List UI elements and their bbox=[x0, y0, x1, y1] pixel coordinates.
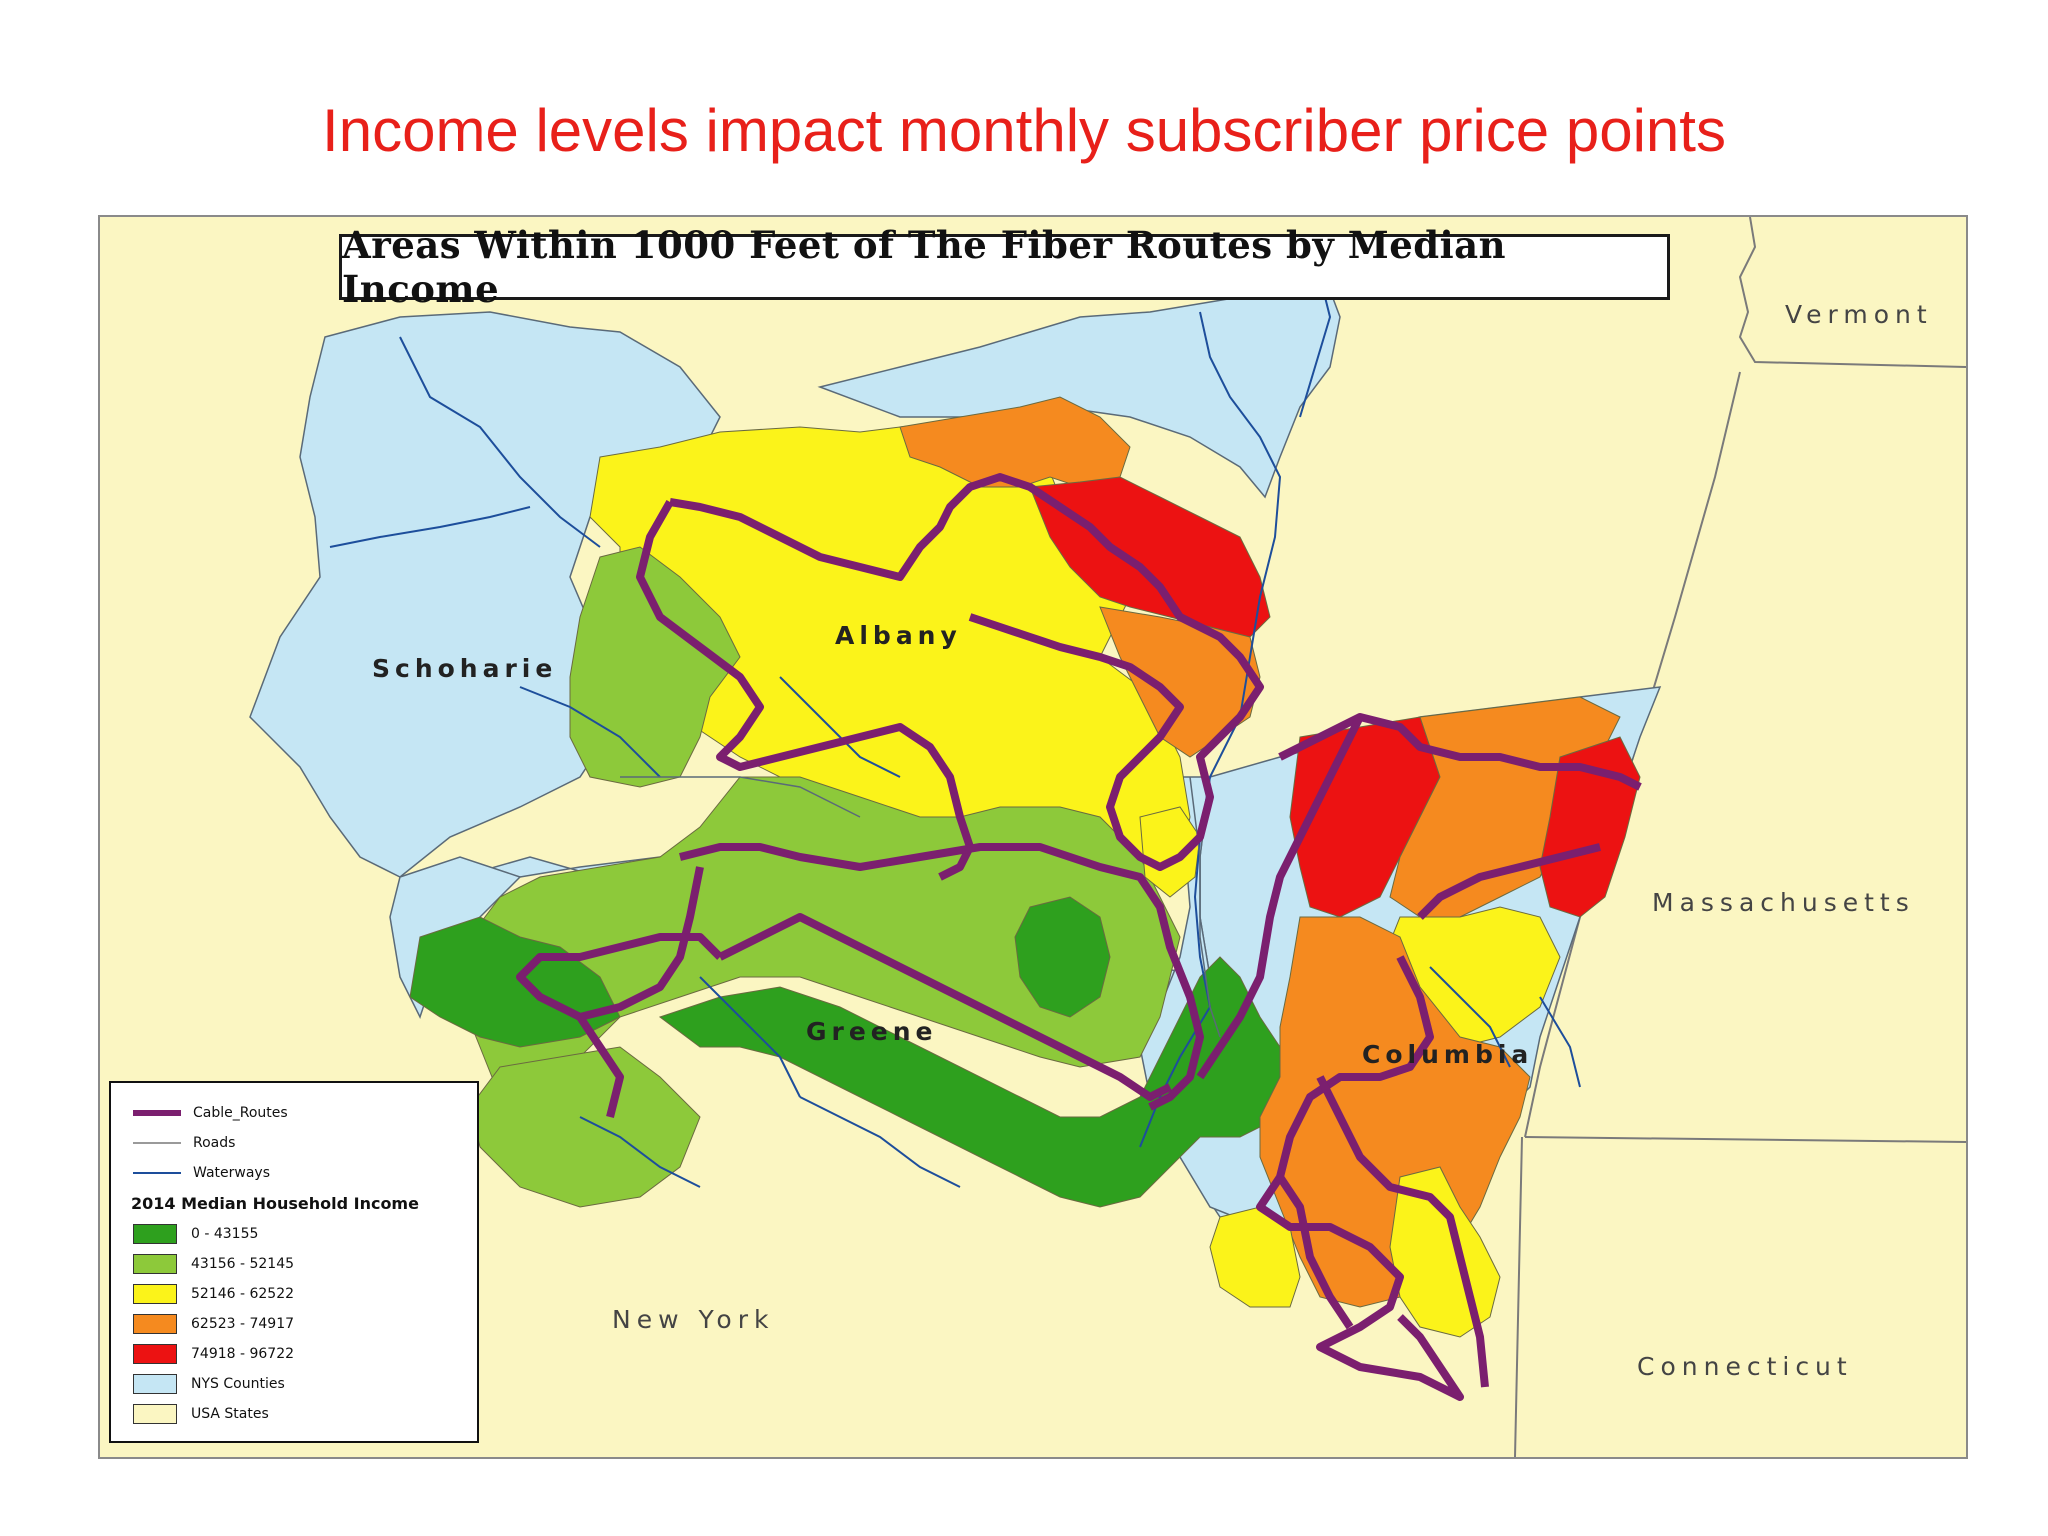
state-label-connecticut: Connecticut bbox=[1637, 1352, 1853, 1381]
cable-route bbox=[1256, 955, 1464, 1401]
legend-income-class: 43156 - 52145 bbox=[133, 1254, 294, 1274]
legend-income-class: 62523 - 74917 bbox=[133, 1314, 294, 1334]
map-title: Areas Within 1000 Feet of The Fiber Rout… bbox=[339, 223, 1670, 311]
income-map: Areas Within 1000 Feet of The Fiber Rout… bbox=[98, 215, 1968, 1459]
legend-label: Cable_Routes bbox=[193, 1105, 288, 1121]
state-label-vermont: Vermont bbox=[1785, 300, 1933, 329]
income-area bbox=[1029, 476, 1271, 638]
county-label-columbia: Columbia bbox=[1362, 1040, 1534, 1069]
waterway-swatch bbox=[133, 1172, 181, 1174]
legend-nys-counties: NYS Counties bbox=[133, 1374, 285, 1394]
nys-counties-swatch bbox=[133, 1374, 177, 1394]
county-label-greene: Greene bbox=[806, 1017, 938, 1046]
ct-ny-border bbox=[1514, 1136, 1523, 1457]
legend-label: 74918 - 96722 bbox=[191, 1346, 295, 1362]
road-swatch bbox=[133, 1142, 181, 1144]
legend-heading: 2014 Median Household Income bbox=[131, 1194, 419, 1213]
county-lines bbox=[620, 776, 1221, 1038]
legend-label: 62523 - 74917 bbox=[191, 1316, 295, 1332]
cable-route bbox=[679, 843, 1204, 1111]
cable-route bbox=[516, 866, 723, 1021]
cable-route bbox=[576, 1014, 624, 1118]
income-area bbox=[1539, 736, 1641, 918]
vermont-border bbox=[1738, 217, 1966, 368]
legend-label: 52146 - 62522 bbox=[191, 1286, 295, 1302]
legend-income-class: 74918 - 96722 bbox=[133, 1344, 294, 1364]
cable-route bbox=[636, 500, 974, 881]
county-label-albany: Albany bbox=[835, 621, 962, 650]
slide-title: Income levels impact monthly subscriber … bbox=[322, 97, 1726, 164]
cable-routes bbox=[516, 473, 1642, 1401]
legend-label: USA States bbox=[191, 1406, 269, 1422]
income-class-swatch bbox=[133, 1284, 177, 1304]
ct-border bbox=[1524, 1136, 1966, 1143]
income-area bbox=[1014, 896, 1111, 1018]
legend-waterways: Waterways bbox=[133, 1163, 270, 1183]
income-area bbox=[469, 1046, 701, 1208]
county-label-schoharie: Schoharie bbox=[372, 654, 558, 683]
cable-route bbox=[1278, 713, 1642, 791]
income-class-swatch bbox=[133, 1314, 177, 1334]
legend-income-class: 52146 - 62522 bbox=[133, 1284, 294, 1304]
state-label-new-york: New York bbox=[612, 1305, 775, 1334]
income-class-swatch bbox=[133, 1224, 177, 1244]
legend-cable-routes: Cable_Routes bbox=[133, 1103, 288, 1123]
legend-usa-states: USA States bbox=[133, 1404, 269, 1424]
legend-label: NYS Counties bbox=[191, 1376, 285, 1392]
state-label-massachusetts: Massachusetts bbox=[1652, 888, 1915, 917]
legend-label: 0 - 43155 bbox=[191, 1226, 259, 1242]
usa-states-swatch bbox=[133, 1404, 177, 1424]
legend-label: Roads bbox=[193, 1135, 236, 1151]
cable-route bbox=[1276, 1174, 1354, 1330]
income-area bbox=[1139, 806, 1201, 898]
cable-route bbox=[1316, 1075, 1489, 1388]
map-canvas bbox=[249, 217, 1966, 1457]
map-legend: Cable_Routes Roads Waterways 2014 Median… bbox=[109, 1081, 479, 1443]
cable-route bbox=[1417, 843, 1601, 920]
legend-income-class: 0 - 43155 bbox=[133, 1224, 258, 1244]
income-class-swatch bbox=[133, 1344, 177, 1364]
cable-route bbox=[669, 473, 1264, 871]
legend-label: 43156 - 52145 bbox=[191, 1256, 295, 1272]
legend-roads: Roads bbox=[133, 1133, 235, 1153]
cable-route bbox=[718, 913, 1172, 1101]
income-class-swatch bbox=[133, 1254, 177, 1274]
income-area bbox=[569, 546, 741, 788]
legend-label: Waterways bbox=[193, 1165, 270, 1181]
cable-route-swatch bbox=[133, 1110, 181, 1116]
cable-route bbox=[1196, 715, 1364, 1080]
